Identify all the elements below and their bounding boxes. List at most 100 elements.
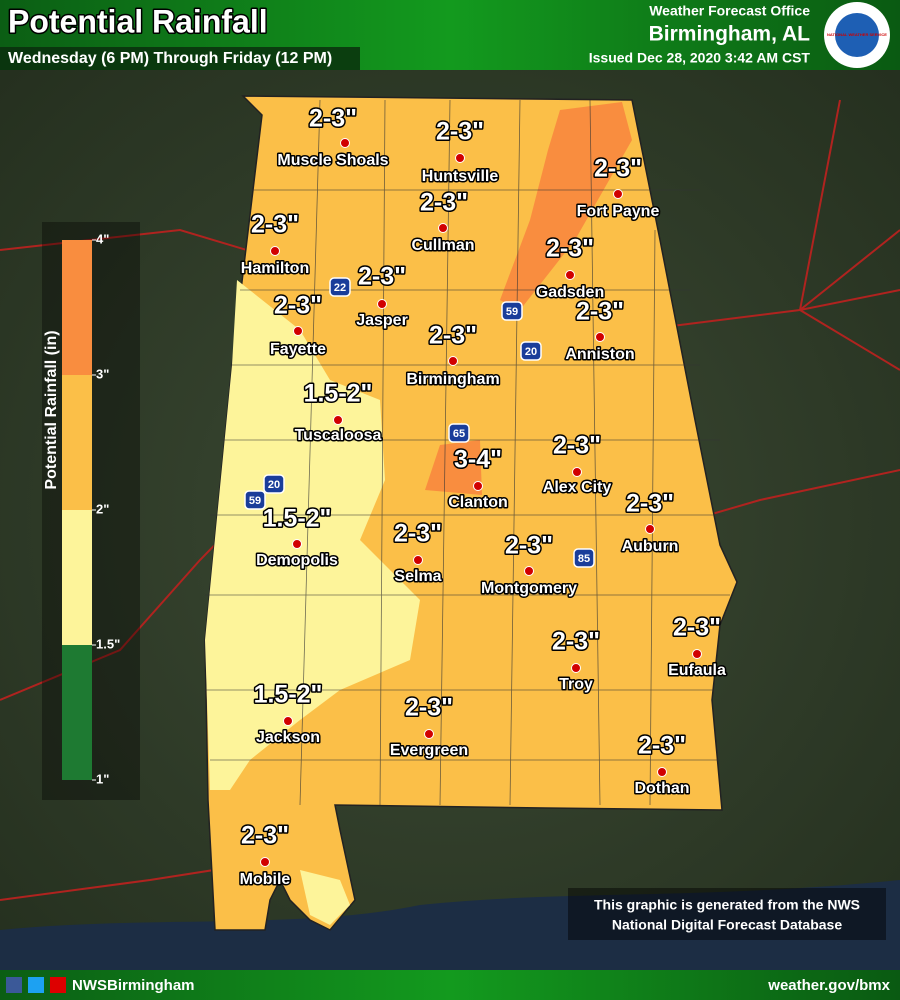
area-1.5-2 <box>205 280 420 790</box>
facebook-icon[interactable] <box>6 977 22 993</box>
legend-swatch <box>62 645 92 780</box>
city-name: Alex City <box>543 479 612 496</box>
legend-tick-label: 1.5" <box>96 636 120 651</box>
rain-amount: 1.5-2" <box>254 681 323 709</box>
rain-amount: 2-3" <box>436 118 484 146</box>
interstate-number: 59 <box>249 495 261 507</box>
city-dot <box>692 649 702 659</box>
rain-amount: 1.5-2" <box>304 380 373 408</box>
city-dot <box>571 663 581 673</box>
legend-tick-label: 1" <box>96 771 109 786</box>
city-name: Clanton <box>448 494 508 511</box>
cities: 22 59 20 65 20 59 85 2-3" Muscle Shoals 2-3" Hunts… <box>238 103 727 890</box>
city-name: Troy <box>559 676 593 693</box>
office: Birmingham, AL <box>649 23 811 46</box>
logo-inner <box>835 13 879 57</box>
rain-amount: 2-3" <box>358 263 406 291</box>
city-name: Fayette <box>270 341 326 358</box>
title: Potential Rainfall <box>8 3 268 39</box>
social-handle[interactable]: NWSBirmingham <box>72 977 195 994</box>
area-3-4-ne <box>500 102 632 310</box>
interstate-number: 20 <box>268 479 280 491</box>
area-3-4-clanton <box>425 440 482 495</box>
interstate-shield <box>329 277 351 297</box>
rain-amount: 2-3" <box>552 628 600 656</box>
rain-amount: 2-3" <box>626 490 674 518</box>
rain-amount: 2-3" <box>638 732 686 760</box>
interstate-number: 65 <box>453 428 465 440</box>
legend: 4" 3" 2" 1.5" 1" <box>62 231 120 786</box>
rain-amount: 2-3" <box>274 292 322 320</box>
interstate-shield <box>573 548 595 568</box>
city-dot <box>645 524 655 534</box>
city-name: Jackson <box>256 729 320 746</box>
rain-amount: 2-3" <box>251 211 299 239</box>
county-lines <box>205 99 730 806</box>
city-dot <box>595 332 605 342</box>
city-name: Anniston <box>565 346 634 363</box>
city-name: Demopolis <box>256 552 338 569</box>
legend-swatch <box>62 375 92 510</box>
rain-amount: 2-3" <box>241 822 289 850</box>
logo-text: NATIONAL WEATHER SERVICE <box>827 32 887 37</box>
twitter-icon[interactable] <box>28 977 44 993</box>
city-name: Fort Payne <box>577 203 660 220</box>
rain-amount: 2-3" <box>553 432 601 460</box>
issued: Issued Dec 28, 2020 3:42 AM CST <box>589 50 811 66</box>
city-name: Muscle Shoals <box>277 152 388 169</box>
rain-amount: 2-3" <box>429 322 477 350</box>
note-line1: This graphic is generated from the NWS <box>594 897 860 913</box>
interstate-shield <box>244 490 266 510</box>
rain-amount: 1.5-2" <box>263 505 332 533</box>
subtitle-bar <box>0 47 360 70</box>
city-name: Huntsville <box>422 168 499 185</box>
city-dot <box>473 481 483 491</box>
rain-amount: 2-3" <box>505 532 553 560</box>
youtube-icon[interactable] <box>50 977 66 993</box>
city-dot <box>448 356 458 366</box>
rain-amount: 2-3" <box>420 189 468 217</box>
gulf <box>0 880 900 970</box>
city-dot <box>565 270 575 280</box>
area-1.5-2-coast <box>300 870 350 925</box>
city-dot <box>270 246 280 256</box>
legend-tick-label: 4" <box>96 231 109 246</box>
state-2-3 <box>204 95 738 931</box>
interstate-shield <box>263 474 285 494</box>
city-dot <box>524 566 534 576</box>
city-dot <box>613 189 623 199</box>
legend-tick-label: 3" <box>96 366 109 381</box>
interstate-shield <box>501 301 523 321</box>
rain-amount: 3-4" <box>454 446 502 474</box>
city-name: Evergreen <box>390 742 468 759</box>
city-dot <box>455 153 465 163</box>
city-dot <box>657 767 667 777</box>
legend-swatch <box>62 240 92 375</box>
interstate-number: 85 <box>578 553 590 565</box>
city-dot <box>340 138 350 148</box>
rain-amount: 2-3" <box>546 235 594 263</box>
note-panel <box>568 888 886 940</box>
website[interactable]: weather.gov/bmx <box>767 977 890 994</box>
city-name: Dothan <box>634 780 689 797</box>
legend-swatch <box>62 510 92 645</box>
city-dot <box>260 857 270 867</box>
city-dot <box>377 299 387 309</box>
city-name: Birmingham <box>406 371 499 388</box>
interstate-number: 59 <box>506 306 518 318</box>
rain-amount: 2-3" <box>394 520 442 548</box>
office-line: Weather Forecast Office <box>649 3 810 19</box>
note-line2: National Digital Forecast Database <box>612 917 843 933</box>
city-name: Eufaula <box>668 662 726 679</box>
footer-bar <box>0 970 900 1000</box>
city-dot <box>424 729 434 739</box>
legend-tick-label: 2" <box>96 501 109 516</box>
city-dot <box>293 326 303 336</box>
legend-title: Potential Rainfall (in) <box>43 330 60 489</box>
rain-amount: 2-3" <box>576 298 624 326</box>
city-name: Montgomery <box>481 580 577 597</box>
city-dot <box>292 539 302 549</box>
city-name: Auburn <box>622 538 679 555</box>
city-dot <box>572 467 582 477</box>
